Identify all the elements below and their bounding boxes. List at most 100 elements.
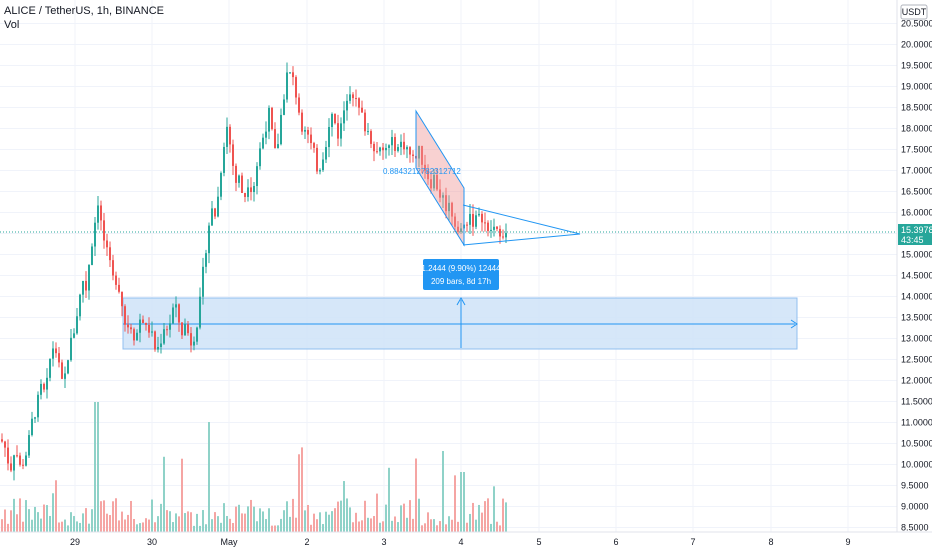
- volume-indicator-label[interactable]: Vol: [4, 19, 20, 31]
- volume-bar: [115, 498, 117, 532]
- candle-body: [313, 143, 315, 148]
- volume-bar: [61, 521, 63, 532]
- candle-body: [208, 225, 210, 254]
- price-tick-label: 18.5000: [901, 103, 932, 113]
- price-axis[interactable]: 8.5000 9.0000 9.5000 10.0000 10.5000 11.0000 1…: [896, 0, 932, 533]
- support-zone[interactable]: [122, 297, 798, 350]
- volume-bar: [244, 513, 246, 532]
- price-tick-label: 20.0000: [901, 40, 932, 50]
- volume-bar: [121, 511, 123, 532]
- volume-bar: [340, 500, 342, 532]
- volume-bar: [169, 511, 171, 532]
- candle-body: [337, 123, 339, 139]
- volume-bar: [460, 472, 462, 532]
- candle-body: [46, 377, 48, 390]
- candle-body: [223, 146, 225, 173]
- volume-bar: [190, 512, 192, 532]
- volume-bar: [448, 516, 450, 532]
- candle-body: [355, 98, 357, 100]
- volume-bar: [193, 525, 195, 532]
- candle-body: [85, 280, 87, 291]
- candle-body: [430, 179, 432, 189]
- volume-bar: [151, 499, 153, 532]
- candle-body: [427, 170, 429, 180]
- candle-body: [373, 143, 375, 152]
- candle-body: [49, 358, 51, 378]
- price-tick-label: 10.0000: [901, 460, 932, 470]
- candle-body: [490, 229, 492, 231]
- volume-bar: [229, 518, 231, 532]
- volume-bar: [175, 513, 177, 532]
- currency-badge: [900, 4, 928, 20]
- candle-body: [148, 324, 150, 333]
- candle-body: [487, 222, 489, 231]
- volume-bar: [502, 498, 504, 532]
- candle-body: [403, 141, 405, 150]
- candle-body: [382, 147, 384, 151]
- time-axis[interactable]: 29 30 May 2 3 4 5 6 7 8 9: [0, 531, 932, 547]
- candle-body: [271, 107, 273, 130]
- drawings[interactable]: 1.2444 (9.90%) 12444 209 bars, 8d 17h 0.88…: [0, 109, 897, 348]
- volume-bar: [196, 513, 198, 532]
- symbol-title[interactable]: ALICE / TetherUS, 1h, BINANCE: [4, 5, 164, 17]
- candle-body: [469, 214, 471, 225]
- volume-bar: [178, 516, 180, 532]
- candle-body: [433, 174, 435, 189]
- candle-body: [499, 228, 501, 237]
- time-tick-label: 2: [304, 537, 309, 547]
- candle-body: [466, 224, 468, 226]
- volume-bar: [316, 519, 318, 532]
- price-tick-label: 18.0000: [901, 124, 932, 134]
- candle-body: [238, 175, 240, 183]
- volume-bar: [361, 520, 363, 532]
- candle-body: [91, 246, 93, 265]
- volume-bar: [100, 501, 102, 532]
- candle-body: [298, 97, 300, 113]
- candle-body: [457, 226, 459, 232]
- zone-arrow: [790, 319, 798, 329]
- candle-body: [76, 316, 78, 334]
- candle-body: [70, 337, 72, 361]
- volume-bar: [49, 515, 51, 532]
- candle-body: [460, 228, 462, 232]
- volume-bar: [259, 508, 261, 532]
- volume-bar: [154, 522, 156, 532]
- volume-bar: [424, 523, 426, 532]
- candle-body: [331, 113, 333, 127]
- volume-bar: [445, 524, 447, 532]
- volume-bar: [388, 467, 390, 532]
- volume-bar: [346, 498, 348, 532]
- candle-body: [157, 347, 159, 350]
- candle-body: [328, 126, 330, 148]
- candle-body: [325, 147, 327, 160]
- volume-bar: [55, 480, 57, 532]
- volume-bar: [85, 508, 87, 532]
- volume-bar: [301, 447, 303, 532]
- candle-body: [163, 329, 165, 344]
- volume-bar: [211, 519, 213, 532]
- volume-bar: [274, 525, 276, 532]
- candle-body: [124, 306, 126, 325]
- candle-body: [160, 343, 162, 348]
- candle-body: [13, 455, 15, 471]
- fib-ratio-label: 0.8843212782312712: [383, 167, 461, 176]
- volume-bar: [46, 505, 48, 532]
- price-tick-label: 14.0000: [901, 292, 932, 302]
- volume-bar: [187, 511, 189, 532]
- volume-bar: [337, 501, 339, 532]
- candle-body: [103, 220, 105, 241]
- volume-bar: [145, 518, 147, 532]
- time-tick-label: 5: [536, 537, 541, 547]
- volume-bar: [37, 512, 39, 532]
- candle-body: [217, 196, 219, 217]
- volume-bar: [232, 523, 234, 532]
- candle-body: [61, 362, 63, 379]
- candle-body: [88, 264, 90, 291]
- volume-bar: [469, 513, 471, 532]
- candle-body: [16, 455, 18, 457]
- measure-label-line2: 209 bars, 8d 17h: [431, 277, 491, 286]
- volume-bar: [328, 514, 330, 532]
- price-tick-label: 9.0000: [901, 502, 929, 512]
- volume-bar: [205, 524, 207, 532]
